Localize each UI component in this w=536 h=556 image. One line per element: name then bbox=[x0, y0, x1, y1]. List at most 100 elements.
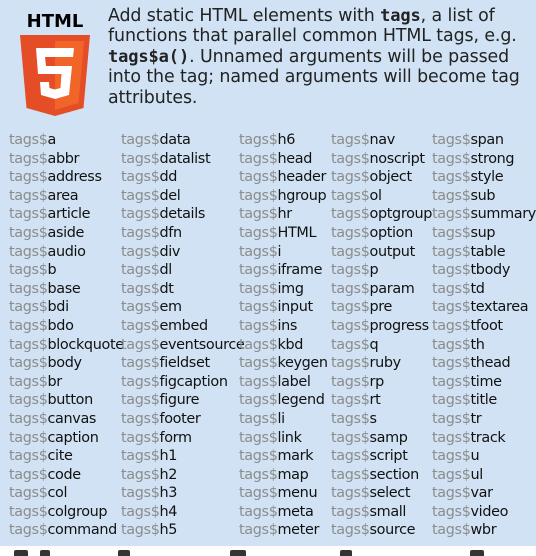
tags-prefix: tags$ bbox=[121, 373, 160, 390]
tag-function-item: tags$summary bbox=[432, 205, 536, 224]
tag-function-item: tags$link bbox=[239, 429, 328, 448]
tag-function-item: tags$select bbox=[331, 484, 432, 503]
tag-name: em bbox=[159, 299, 183, 316]
tag-name: tfoot bbox=[470, 317, 504, 334]
tag-name: h4 bbox=[159, 503, 178, 520]
tag-name: keygen bbox=[277, 355, 329, 372]
tags-prefix: tags$ bbox=[121, 448, 160, 465]
tag-name: h2 bbox=[159, 466, 178, 483]
tag-function-item: tags$eventsource bbox=[121, 336, 245, 355]
tag-name: param bbox=[369, 280, 415, 297]
clipped-glyph bbox=[230, 550, 246, 556]
tag-function-item: tags$b bbox=[9, 261, 124, 280]
tags-prefix: tags$ bbox=[121, 262, 160, 279]
tag-function-item: tags$nav bbox=[331, 131, 432, 150]
tag-function-item: tags$samp bbox=[331, 429, 432, 448]
tags-prefix: tags$ bbox=[121, 317, 160, 334]
tag-name: bdi bbox=[47, 299, 70, 316]
intro-paragraph: Add static HTML elements with tags, a li… bbox=[108, 6, 526, 108]
tag-function-item: tags$param bbox=[331, 280, 432, 299]
tags-prefix: tags$ bbox=[432, 410, 471, 427]
tag-function-item: tags$fieldset bbox=[121, 354, 244, 373]
tags-prefix: tags$ bbox=[121, 299, 160, 316]
tags-prefix: tags$ bbox=[121, 429, 160, 446]
tags-prefix: tags$ bbox=[239, 262, 278, 279]
tags-prefix: tags$ bbox=[331, 392, 370, 409]
tags-prefix: tags$ bbox=[121, 187, 160, 204]
tag-name: wbr bbox=[470, 522, 497, 539]
tags-column-2: tags$data tags$datalist tags$dd tags$del tag… bbox=[121, 131, 245, 540]
tag-function-item: tags$wbr bbox=[432, 521, 536, 540]
tags-prefix: tags$ bbox=[331, 522, 370, 539]
tag-function-item: tags$input bbox=[239, 298, 328, 317]
tag-name: iframe bbox=[277, 262, 323, 279]
tag-name: bdo bbox=[47, 317, 74, 334]
tags-prefix: tags$ bbox=[9, 410, 48, 427]
tag-function-item: tags$button bbox=[9, 391, 124, 410]
tag-function-item: tags$textarea bbox=[432, 298, 536, 317]
tags-prefix: tags$ bbox=[121, 336, 160, 353]
tag-name: object bbox=[369, 169, 413, 186]
tag-name: pre bbox=[369, 299, 393, 316]
tag-name: textarea bbox=[470, 299, 529, 316]
tags-prefix: tags$ bbox=[331, 485, 370, 502]
tag-name: s bbox=[369, 410, 378, 427]
tag-name: u bbox=[470, 448, 480, 465]
tag-name: area bbox=[47, 187, 79, 204]
tag-function-item: tags$span bbox=[432, 131, 536, 150]
tag-function-item: tags$source bbox=[331, 521, 432, 540]
tag-name: nav bbox=[369, 132, 396, 148]
tag-function-item: tags$p bbox=[331, 261, 432, 280]
tag-function-item: tags$pre bbox=[331, 298, 432, 317]
clipped-glyph bbox=[118, 550, 130, 556]
tags-prefix: tags$ bbox=[9, 317, 48, 334]
tag-name: tbody bbox=[470, 262, 511, 279]
tag-name: address bbox=[47, 169, 102, 186]
tag-function-item: tags$i bbox=[239, 243, 328, 262]
tags-prefix: tags$ bbox=[9, 336, 48, 353]
tags-prefix: tags$ bbox=[239, 448, 278, 465]
tag-function-item: tags$noscript bbox=[331, 150, 432, 169]
tags-prefix: tags$ bbox=[121, 355, 160, 372]
tag-name: small bbox=[369, 503, 407, 520]
tag-name: footer bbox=[159, 410, 201, 427]
tags-column-4: tags$nav tags$noscript tags$object tags$ol t… bbox=[331, 131, 432, 540]
tag-name: script bbox=[369, 448, 408, 465]
tag-function-item: tags$ol bbox=[331, 187, 432, 206]
tags-prefix: tags$ bbox=[9, 503, 48, 520]
tag-function-item: tags$header bbox=[239, 168, 328, 187]
tag-name: img bbox=[277, 280, 304, 297]
clipped-glyph bbox=[14, 550, 28, 556]
tag-function-item: tags$mark bbox=[239, 447, 328, 466]
tags-column-3: tags$h6 tags$head tags$header tags$hgroup ta… bbox=[239, 131, 328, 540]
tags-prefix: tags$ bbox=[239, 187, 278, 204]
tag-function-item: tags$abbr bbox=[9, 150, 124, 169]
tag-function-item: tags$style bbox=[432, 168, 536, 187]
tag-function-item: tags$optgroup bbox=[331, 205, 432, 224]
tags-prefix: tags$ bbox=[331, 206, 370, 223]
tags-prefix: tags$ bbox=[432, 299, 471, 316]
tags-prefix: tags$ bbox=[331, 150, 370, 167]
tag-name: ruby bbox=[369, 355, 402, 372]
tags-prefix: tags$ bbox=[432, 485, 471, 502]
tags-prefix: tags$ bbox=[9, 280, 48, 297]
tag-function-item: tags$col bbox=[9, 484, 124, 503]
tags-prefix: tags$ bbox=[121, 243, 160, 260]
tag-function-item: tags$title bbox=[432, 391, 536, 410]
tags-prefix: tags$ bbox=[121, 224, 160, 241]
tag-function-item: tags$canvas bbox=[9, 410, 124, 429]
tag-name: button bbox=[47, 392, 94, 409]
tags-prefix: tags$ bbox=[331, 187, 370, 204]
tags-prefix: tags$ bbox=[239, 206, 278, 223]
tags-prefix: tags$ bbox=[9, 132, 48, 148]
tag-name: var bbox=[470, 485, 494, 502]
tag-function-item: tags$aside bbox=[9, 224, 124, 243]
tag-name: td bbox=[470, 280, 485, 297]
tags-prefix: tags$ bbox=[9, 169, 48, 186]
tag-function-item: tags$sup bbox=[432, 224, 536, 243]
tag-name: dt bbox=[159, 280, 174, 297]
tags-prefix: tags$ bbox=[432, 429, 471, 446]
tag-name: title bbox=[470, 392, 498, 409]
tags-prefix: tags$ bbox=[121, 410, 160, 427]
tags-prefix: tags$ bbox=[432, 503, 471, 520]
